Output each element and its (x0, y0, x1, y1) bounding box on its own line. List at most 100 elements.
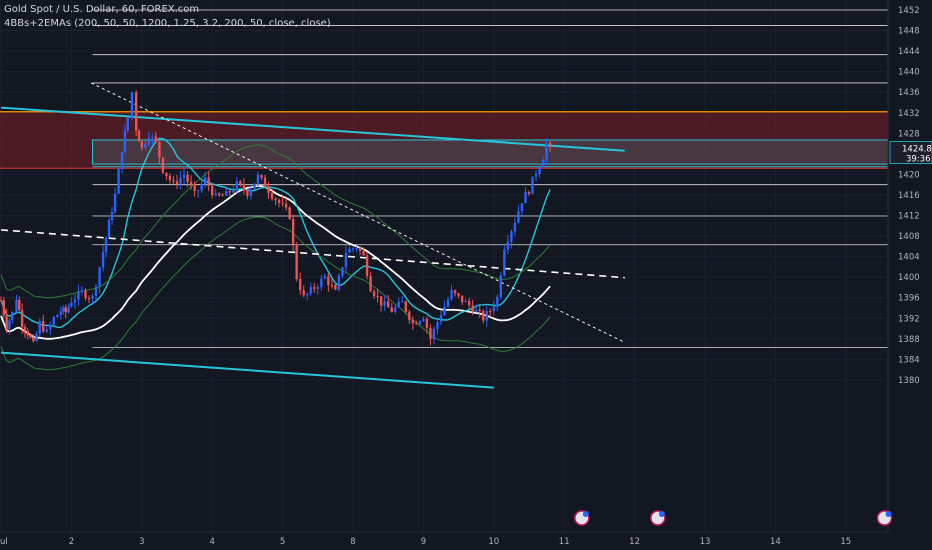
candle-body (436, 321, 439, 329)
candle-body (299, 278, 302, 291)
candle-body (411, 320, 415, 324)
candle-body (408, 311, 411, 321)
candle-body (182, 174, 186, 178)
candle-body (390, 307, 393, 313)
candle-body (154, 136, 158, 142)
candle-body (91, 295, 94, 299)
candle-body (492, 306, 495, 312)
x-tick-label: 15 (840, 537, 851, 547)
candle-body (323, 276, 327, 279)
candle-body (260, 174, 263, 178)
candle-body (113, 193, 117, 212)
candle-body (496, 296, 499, 307)
event-marker-split-dot (885, 511, 892, 517)
candle-body (29, 335, 32, 338)
candle-body (482, 310, 485, 321)
event-marker-earnings-dot (658, 511, 665, 517)
y-tick-label: 1396 (898, 294, 920, 304)
x-axis[interactable]: ul 2 3 4 5 8 9 10 11 12 13 14 15 (0, 531, 888, 550)
candle-body (362, 250, 365, 256)
candle-body (327, 276, 330, 286)
candle-body (168, 176, 172, 181)
x-tick-label: 3 (139, 537, 144, 547)
candle-body (464, 300, 467, 303)
candle-body (158, 141, 161, 158)
candle-body (510, 231, 513, 242)
candle-body (32, 337, 35, 341)
candle-body (120, 152, 124, 170)
candle-body (355, 247, 358, 249)
candle-body (117, 169, 120, 194)
indicator-legend[interactable]: 4BBs+2EMAs (200, 50, 50, 1200, 1.25, 3.2… (4, 18, 331, 29)
candle-body (379, 296, 383, 306)
candle-body (218, 193, 221, 196)
candle-body (358, 247, 362, 251)
candle-body (200, 184, 203, 191)
chart-title: Gold Spot / U.S. Dollar, 60, FOREX.com (4, 4, 200, 15)
countdown-label: 39:36 (906, 155, 931, 165)
candle-body (281, 202, 284, 204)
candle-body (0, 300, 3, 302)
channel-upper-line (0, 106, 625, 152)
y-tick-label: 1432 (898, 109, 920, 119)
candle-body (306, 293, 309, 296)
candle-body (18, 299, 21, 311)
y-tick-label: 1408 (898, 232, 920, 242)
x-tick-label: 13 (700, 537, 711, 547)
x-tick-label: 10 (488, 537, 499, 547)
candle-body (175, 181, 179, 185)
x-tick-label: 4 (209, 537, 214, 547)
candle-body (189, 181, 193, 186)
candle-body (520, 203, 524, 212)
x-tick-label: 11 (559, 537, 570, 547)
candle-body (401, 301, 404, 303)
candle-body (277, 200, 281, 203)
candle-body (432, 328, 436, 340)
trendlines[interactable] (0, 82, 625, 389)
candle-body (499, 275, 503, 297)
candle-body (534, 174, 538, 177)
candle-body (348, 248, 351, 253)
candle-body (316, 287, 319, 289)
consolidation-box (92, 139, 889, 165)
candle-body (64, 307, 67, 313)
candle-body (485, 311, 488, 321)
candle-body (344, 252, 348, 268)
candle-body (369, 276, 372, 292)
candle-body (302, 290, 305, 296)
candle-body (545, 143, 548, 160)
candle-body (77, 291, 80, 300)
candle-body (228, 191, 231, 193)
x-tick-label: 8 (350, 537, 355, 547)
dotted-trendline (90, 82, 625, 343)
candle-body (104, 237, 108, 252)
candle-body (457, 293, 460, 296)
event-markers[interactable] (574, 510, 893, 526)
candle-body (107, 219, 111, 238)
candle-body (35, 333, 38, 341)
candle-body (249, 189, 253, 196)
candle-body (524, 191, 527, 204)
y-tick-label: 1400 (898, 273, 920, 283)
candle-body (422, 318, 425, 322)
candle-body (165, 172, 168, 177)
candle-body (26, 331, 29, 336)
candle-body (225, 191, 228, 196)
candle-body (330, 285, 334, 287)
candle-body (80, 290, 84, 292)
y-tick-label: 1436 (898, 88, 920, 98)
y-axis[interactable]: 1380 1384 1388 1392 1396 1400 1404 1408 1412 1416… (887, 0, 932, 550)
candle-body (87, 298, 91, 300)
horizontal-levels[interactable] (92, 9, 888, 348)
candle-body (415, 323, 418, 325)
candle-body (214, 193, 217, 196)
outer-band-lower (0, 216, 551, 371)
y-tick-label: 1416 (898, 191, 920, 201)
candle-body (5, 314, 8, 329)
candle-body (446, 299, 450, 307)
candle-body (172, 180, 175, 182)
candle-body (284, 203, 288, 208)
candle-body (538, 167, 541, 175)
